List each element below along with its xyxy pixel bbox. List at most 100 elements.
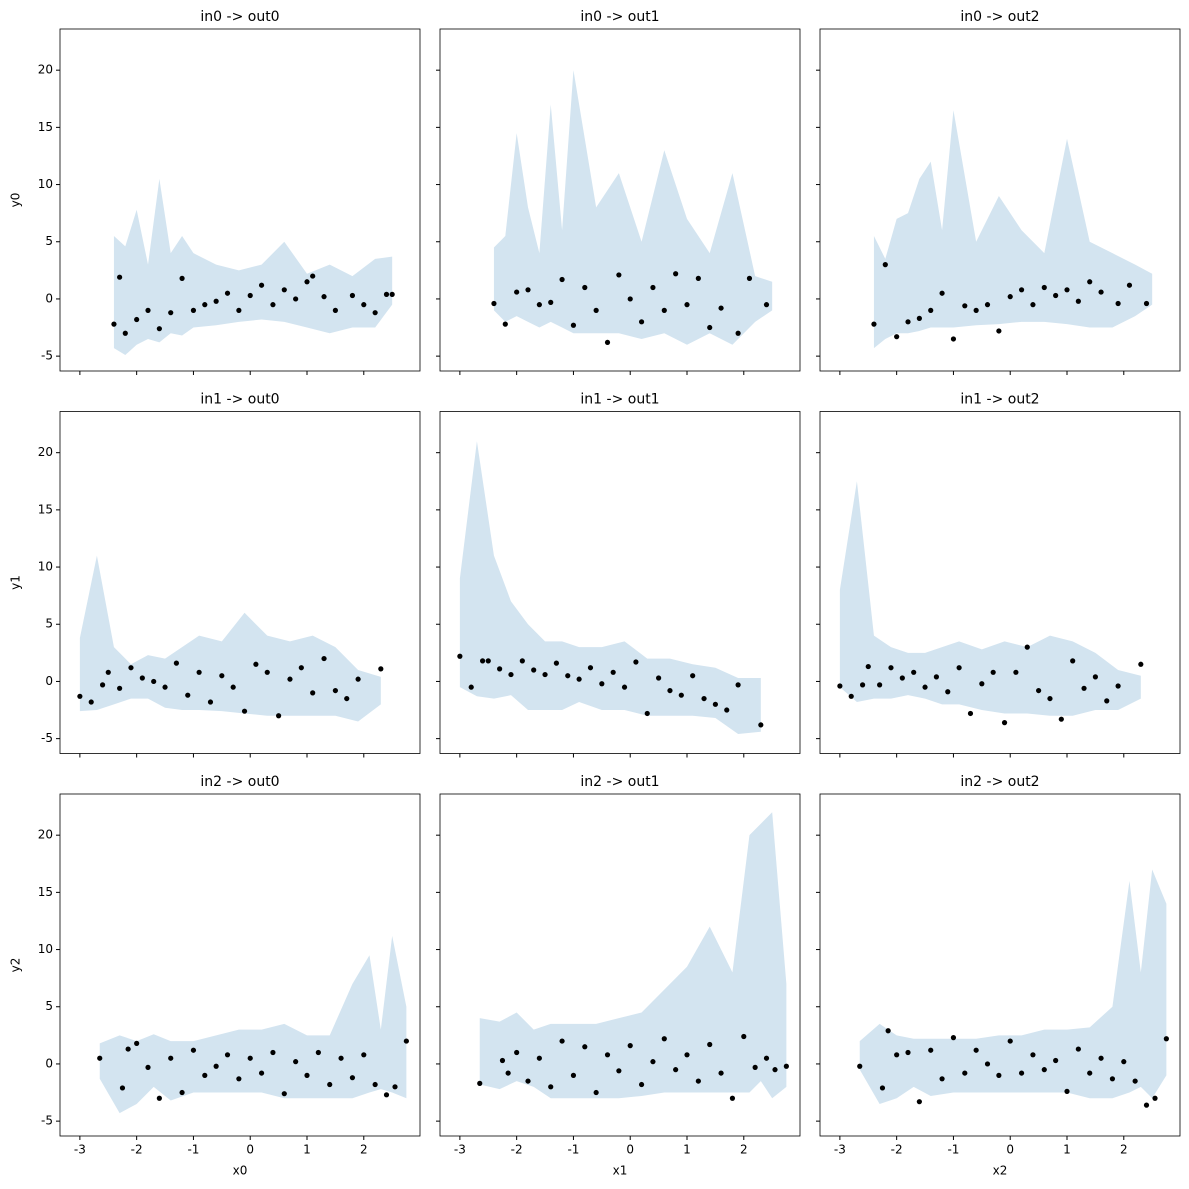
point <box>724 707 730 713</box>
panel-title: in2 -> out0 <box>200 774 279 790</box>
x-tick-label: 0 <box>246 1143 254 1157</box>
point <box>151 678 157 685</box>
point <box>134 1040 140 1046</box>
y-tick-label: 20 <box>38 63 53 77</box>
y-axis-label: y0 <box>9 193 23 208</box>
x-axis-label: x1 <box>613 1164 628 1178</box>
point <box>105 669 111 675</box>
point <box>519 658 525 664</box>
panel-title: in0 -> out2 <box>960 9 1039 25</box>
point <box>559 1038 565 1044</box>
point <box>145 307 151 313</box>
x-tick-label: 2 <box>1120 1143 1128 1157</box>
point <box>1047 695 1053 702</box>
point <box>673 1067 679 1073</box>
y-tick-label: 5 <box>45 234 53 248</box>
point <box>1001 720 1008 726</box>
point <box>497 666 503 672</box>
point <box>372 310 378 316</box>
point <box>678 692 684 698</box>
point <box>258 282 265 288</box>
point <box>616 272 622 278</box>
panel-title: in2 -> out2 <box>960 774 1039 790</box>
point <box>879 1085 886 1091</box>
x-tick-label: 1 <box>303 1143 311 1157</box>
point <box>967 710 974 717</box>
point <box>1109 1076 1116 1082</box>
point <box>525 1078 531 1084</box>
point <box>979 681 985 687</box>
point <box>939 1076 945 1082</box>
point <box>616 1068 622 1074</box>
y-tick-label: 0 <box>45 291 53 305</box>
x-tick-label: 2 <box>740 1143 748 1157</box>
point <box>315 1049 321 1056</box>
point <box>344 695 350 702</box>
point <box>735 330 741 336</box>
point <box>213 298 219 304</box>
point <box>763 302 770 308</box>
point <box>253 661 259 667</box>
point <box>984 1061 991 1067</box>
point <box>310 273 316 279</box>
point <box>119 1085 126 1091</box>
point <box>894 1052 900 1058</box>
point <box>247 1055 253 1061</box>
point <box>933 674 940 680</box>
point <box>1163 1036 1169 1042</box>
point <box>1152 1095 1158 1101</box>
point <box>661 1036 667 1042</box>
point <box>1030 302 1036 308</box>
point <box>1143 300 1150 307</box>
point <box>656 675 662 681</box>
axes-frame <box>819 28 1181 372</box>
x-tick-label: -3 <box>834 1143 846 1157</box>
point <box>281 287 287 293</box>
x-tick-label: -2 <box>511 1143 523 1157</box>
y-axis-label: y1 <box>9 575 23 590</box>
point <box>179 275 185 281</box>
point <box>962 303 968 309</box>
uncertainty-band <box>99 935 407 1114</box>
point <box>684 1052 690 1058</box>
axes-frame <box>59 28 421 372</box>
x-tick-label: -2 <box>891 1143 903 1157</box>
point <box>945 689 951 695</box>
point <box>707 324 713 331</box>
panel-title: in0 -> out1 <box>580 9 659 25</box>
point <box>332 307 338 313</box>
point <box>122 330 128 336</box>
panel-title: in1 -> out0 <box>200 392 279 408</box>
x-tick-label: 0 <box>626 1143 634 1157</box>
point <box>859 682 866 688</box>
point <box>162 684 168 690</box>
point <box>505 1070 511 1076</box>
point <box>1041 1067 1047 1073</box>
point <box>1007 294 1013 300</box>
point <box>604 339 611 346</box>
point <box>383 1092 390 1098</box>
point <box>576 676 582 682</box>
point <box>885 1028 891 1034</box>
point <box>88 699 94 705</box>
point <box>570 1072 577 1078</box>
x-axis-label: x0 <box>233 1164 248 1178</box>
y-tick-label: 15 <box>38 502 53 516</box>
point <box>973 307 979 313</box>
y-tick-label: -5 <box>41 349 53 363</box>
point <box>783 1063 789 1069</box>
point <box>213 1063 219 1069</box>
point <box>202 302 208 308</box>
point <box>156 1095 162 1101</box>
point <box>746 275 753 281</box>
point <box>939 290 945 296</box>
point <box>638 1081 645 1088</box>
axes-frame <box>439 28 801 372</box>
point <box>1007 1038 1013 1044</box>
point <box>383 291 390 297</box>
axes-frame <box>59 793 421 1137</box>
point <box>1018 1070 1025 1076</box>
point <box>321 655 327 662</box>
point <box>479 658 486 664</box>
